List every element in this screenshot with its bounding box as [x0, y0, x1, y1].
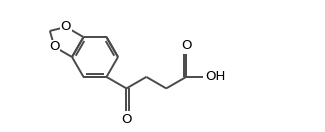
Text: OH: OH: [205, 70, 226, 83]
Text: O: O: [61, 20, 71, 33]
Text: O: O: [181, 39, 191, 52]
Text: O: O: [121, 113, 132, 126]
Text: O: O: [49, 40, 60, 53]
